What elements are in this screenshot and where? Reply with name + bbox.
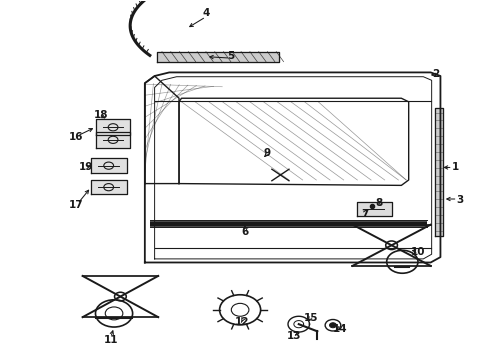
Text: 4: 4 xyxy=(202,8,210,18)
Text: 16: 16 xyxy=(69,132,84,142)
Text: 3: 3 xyxy=(456,195,464,205)
Text: 13: 13 xyxy=(287,331,301,341)
Circle shape xyxy=(330,323,336,328)
Text: 17: 17 xyxy=(69,200,84,210)
Text: 19: 19 xyxy=(79,162,94,172)
Text: 18: 18 xyxy=(94,111,108,121)
Text: 9: 9 xyxy=(264,148,270,158)
Polygon shape xyxy=(357,202,392,216)
Text: 7: 7 xyxy=(361,209,368,219)
Text: 1: 1 xyxy=(451,162,459,172)
Text: 5: 5 xyxy=(227,51,234,61)
Polygon shape xyxy=(91,158,127,173)
Text: 11: 11 xyxy=(103,334,118,345)
Polygon shape xyxy=(91,180,127,194)
Text: 15: 15 xyxy=(304,313,318,323)
Polygon shape xyxy=(157,51,279,62)
Polygon shape xyxy=(96,119,130,135)
Polygon shape xyxy=(96,132,130,148)
Text: 8: 8 xyxy=(376,198,383,208)
Polygon shape xyxy=(435,108,443,235)
Text: 2: 2 xyxy=(432,69,439,79)
Text: 10: 10 xyxy=(411,247,426,257)
Text: 14: 14 xyxy=(333,324,347,334)
Text: 12: 12 xyxy=(235,317,250,327)
Text: 6: 6 xyxy=(242,227,248,237)
